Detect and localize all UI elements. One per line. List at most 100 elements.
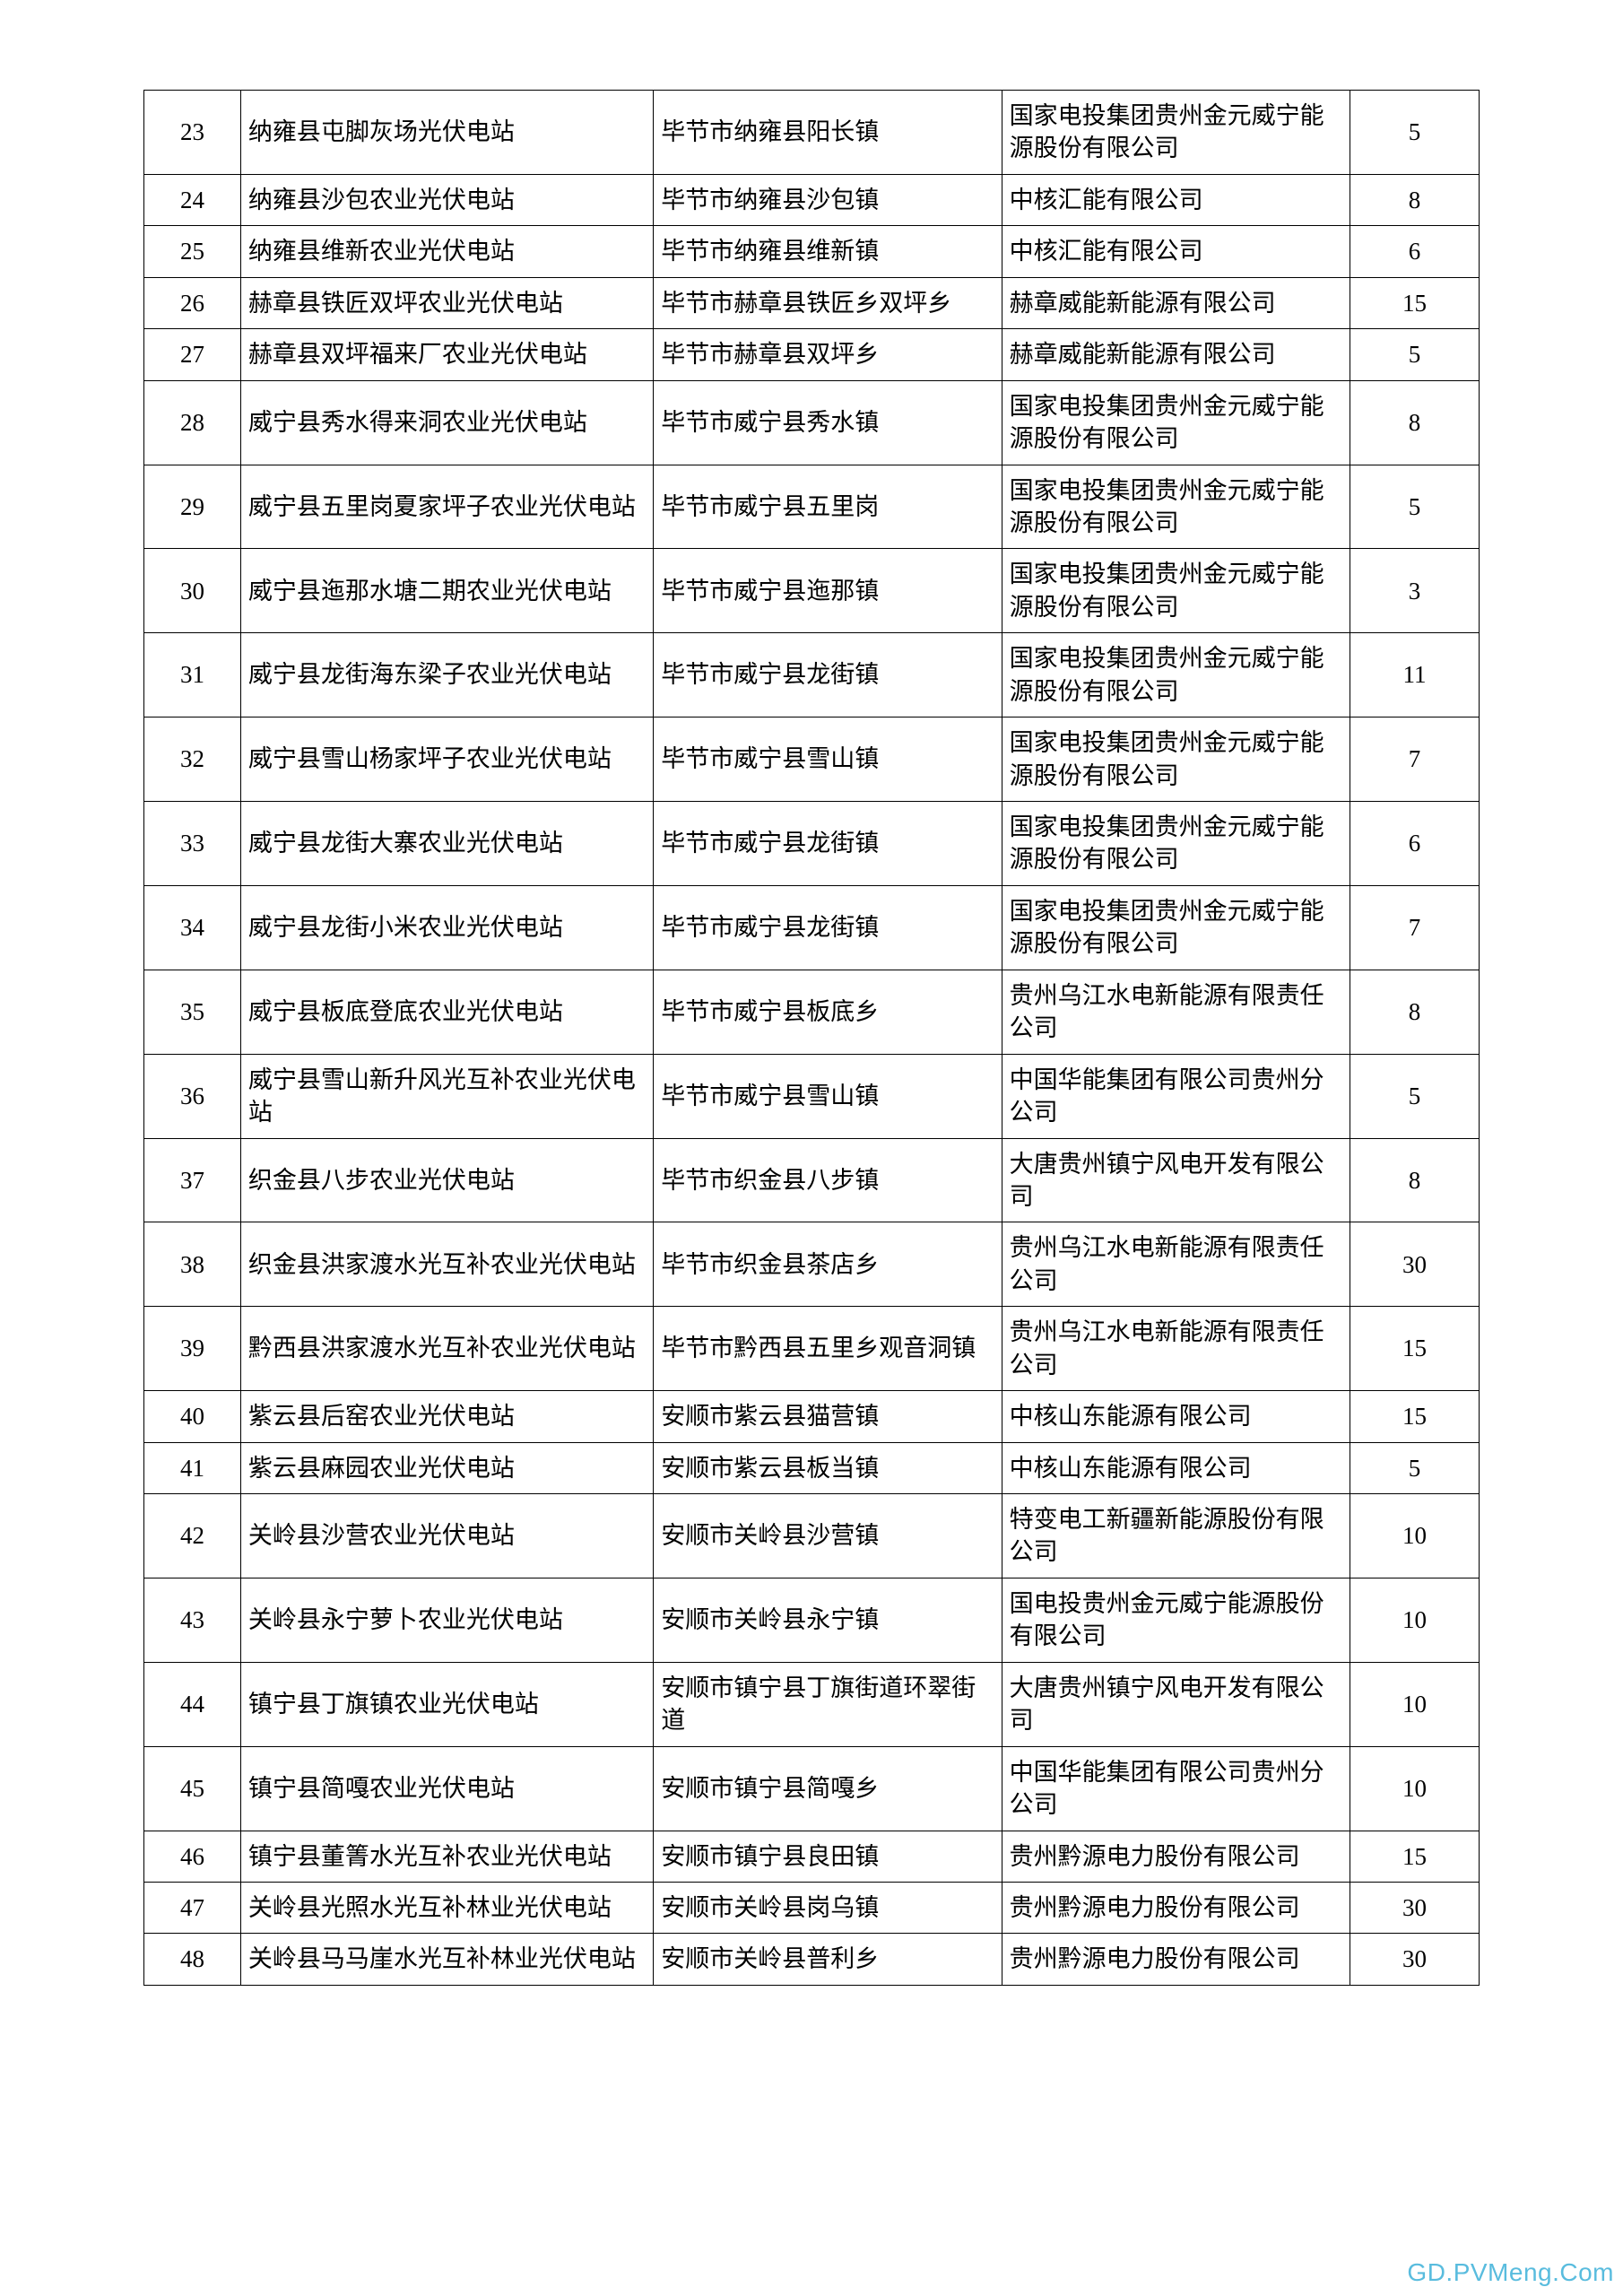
cell-index: 45 xyxy=(144,1746,241,1831)
cell-index: 30 xyxy=(144,549,241,633)
table-row: 42关岭县沙营农业光伏电站安顺市关岭县沙营镇特变电工新疆新能源股份有限公司10 xyxy=(144,1494,1480,1578)
cell-location: 安顺市关岭县永宁镇 xyxy=(654,1578,1002,1662)
cell-owner: 贵州乌江水电新能源有限责任公司 xyxy=(1002,1222,1350,1307)
cell-project-name: 织金县洪家渡水光互补农业光伏电站 xyxy=(240,1222,653,1307)
table-row: 30威宁县迤那水塘二期农业光伏电站毕节市威宁县迤那镇国家电投集团贵州金元威宁能源… xyxy=(144,549,1480,633)
cell-owner: 贵州黔源电力股份有限公司 xyxy=(1002,1831,1350,1882)
cell-location: 毕节市织金县八步镇 xyxy=(654,1138,1002,1222)
table-row: 33威宁县龙街大寨农业光伏电站毕节市威宁县龙街镇国家电投集团贵州金元威宁能源股份… xyxy=(144,802,1480,886)
table-row: 45镇宁县简嘎农业光伏电站安顺市镇宁县简嘎乡中国华能集团有限公司贵州分公司10 xyxy=(144,1746,1480,1831)
cell-project-name: 纳雍县沙包农业光伏电站 xyxy=(240,174,653,225)
cell-project-name: 威宁县龙街海东梁子农业光伏电站 xyxy=(240,633,653,718)
cell-index: 44 xyxy=(144,1662,241,1746)
table-row: 26赫章县铁匠双坪农业光伏电站毕节市赫章县铁匠乡双坪乡赫章威能新能源有限公司15 xyxy=(144,277,1480,328)
cell-index: 27 xyxy=(144,329,241,380)
cell-index: 39 xyxy=(144,1307,241,1391)
cell-project-name: 威宁县迤那水塘二期农业光伏电站 xyxy=(240,549,653,633)
table-row: 43关岭县永宁萝卜农业光伏电站安顺市关岭县永宁镇国电投贵州金元威宁能源股份有限公… xyxy=(144,1578,1480,1662)
cell-capacity: 15 xyxy=(1350,1307,1480,1391)
cell-project-name: 镇宁县丁旗镇农业光伏电站 xyxy=(240,1662,653,1746)
cell-capacity: 10 xyxy=(1350,1662,1480,1746)
cell-location: 毕节市威宁县龙街镇 xyxy=(654,802,1002,886)
cell-project-name: 威宁县秀水得来洞农业光伏电站 xyxy=(240,380,653,465)
cell-location: 安顺市镇宁县丁旗街道环翠街道 xyxy=(654,1662,1002,1746)
cell-project-name: 镇宁县简嘎农业光伏电站 xyxy=(240,1746,653,1831)
cell-capacity: 30 xyxy=(1350,1934,1480,1985)
cell-owner: 大唐贵州镇宁风电开发有限公司 xyxy=(1002,1138,1350,1222)
cell-project-name: 关岭县沙营农业光伏电站 xyxy=(240,1494,653,1578)
table-row: 35威宁县板底登底农业光伏电站毕节市威宁县板底乡贵州乌江水电新能源有限责任公司8 xyxy=(144,970,1480,1054)
cell-project-name: 威宁县雪山杨家坪子农业光伏电站 xyxy=(240,718,653,802)
cell-capacity: 15 xyxy=(1350,1831,1480,1882)
cell-project-name: 威宁县五里岗夏家坪子农业光伏电站 xyxy=(240,465,653,549)
cell-owner: 中核山东能源有限公司 xyxy=(1002,1442,1350,1493)
cell-capacity: 15 xyxy=(1350,1391,1480,1442)
cell-owner: 国家电投集团贵州金元威宁能源股份有限公司 xyxy=(1002,465,1350,549)
table-row: 31威宁县龙街海东梁子农业光伏电站毕节市威宁县龙街镇国家电投集团贵州金元威宁能源… xyxy=(144,633,1480,718)
cell-owner: 国家电投集团贵州金元威宁能源股份有限公司 xyxy=(1002,549,1350,633)
cell-index: 42 xyxy=(144,1494,241,1578)
cell-index: 41 xyxy=(144,1442,241,1493)
table-row: 27赫章县双坪福来厂农业光伏电站毕节市赫章县双坪乡赫章威能新能源有限公司5 xyxy=(144,329,1480,380)
cell-location: 安顺市关岭县沙营镇 xyxy=(654,1494,1002,1578)
cell-owner: 国家电投集团贵州金元威宁能源股份有限公司 xyxy=(1002,885,1350,970)
cell-index: 24 xyxy=(144,174,241,225)
cell-index: 23 xyxy=(144,91,241,175)
table-row: 25纳雍县维新农业光伏电站毕节市纳雍县维新镇中核汇能有限公司6 xyxy=(144,226,1480,277)
cell-capacity: 30 xyxy=(1350,1222,1480,1307)
cell-location: 毕节市威宁县龙街镇 xyxy=(654,633,1002,718)
cell-project-name: 镇宁县董箐水光互补农业光伏电站 xyxy=(240,1831,653,1882)
cell-project-name: 黔西县洪家渡水光互补农业光伏电站 xyxy=(240,1307,653,1391)
cell-capacity: 11 xyxy=(1350,633,1480,718)
table-row: 24纳雍县沙包农业光伏电站毕节市纳雍县沙包镇中核汇能有限公司8 xyxy=(144,174,1480,225)
cell-owner: 中国华能集团有限公司贵州分公司 xyxy=(1002,1746,1350,1831)
cell-project-name: 紫云县麻园农业光伏电站 xyxy=(240,1442,653,1493)
cell-capacity: 5 xyxy=(1350,1054,1480,1138)
cell-index: 40 xyxy=(144,1391,241,1442)
cell-location: 毕节市织金县茶店乡 xyxy=(654,1222,1002,1307)
cell-owner: 国家电投集团贵州金元威宁能源股份有限公司 xyxy=(1002,718,1350,802)
table-row: 39黔西县洪家渡水光互补农业光伏电站毕节市黔西县五里乡观音洞镇贵州乌江水电新能源… xyxy=(144,1307,1480,1391)
projects-table: 23纳雍县屯脚灰场光伏电站毕节市纳雍县阳长镇国家电投集团贵州金元威宁能源股份有限… xyxy=(143,90,1480,1986)
cell-project-name: 关岭县永宁萝卜农业光伏电站 xyxy=(240,1578,653,1662)
cell-owner: 中国华能集团有限公司贵州分公司 xyxy=(1002,1054,1350,1138)
cell-location: 毕节市纳雍县维新镇 xyxy=(654,226,1002,277)
table-row: 32威宁县雪山杨家坪子农业光伏电站毕节市威宁县雪山镇国家电投集团贵州金元威宁能源… xyxy=(144,718,1480,802)
cell-index: 26 xyxy=(144,277,241,328)
cell-capacity: 8 xyxy=(1350,970,1480,1054)
table-body: 23纳雍县屯脚灰场光伏电站毕节市纳雍县阳长镇国家电投集团贵州金元威宁能源股份有限… xyxy=(144,91,1480,1986)
cell-capacity: 6 xyxy=(1350,226,1480,277)
cell-capacity: 8 xyxy=(1350,1138,1480,1222)
cell-location: 毕节市赫章县铁匠乡双坪乡 xyxy=(654,277,1002,328)
cell-project-name: 纳雍县屯脚灰场光伏电站 xyxy=(240,91,653,175)
cell-capacity: 3 xyxy=(1350,549,1480,633)
cell-location: 毕节市威宁县五里岗 xyxy=(654,465,1002,549)
cell-capacity: 5 xyxy=(1350,465,1480,549)
cell-index: 29 xyxy=(144,465,241,549)
cell-index: 47 xyxy=(144,1882,241,1933)
cell-index: 37 xyxy=(144,1138,241,1222)
cell-location: 毕节市纳雍县沙包镇 xyxy=(654,174,1002,225)
cell-capacity: 5 xyxy=(1350,91,1480,175)
table-row: 40紫云县后窑农业光伏电站安顺市紫云县猫营镇中核山东能源有限公司15 xyxy=(144,1391,1480,1442)
cell-capacity: 15 xyxy=(1350,277,1480,328)
table-row: 38织金县洪家渡水光互补农业光伏电站毕节市织金县茶店乡贵州乌江水电新能源有限责任… xyxy=(144,1222,1480,1307)
cell-location: 安顺市紫云县猫营镇 xyxy=(654,1391,1002,1442)
cell-location: 安顺市紫云县板当镇 xyxy=(654,1442,1002,1493)
cell-capacity: 10 xyxy=(1350,1494,1480,1578)
cell-location: 毕节市威宁县迤那镇 xyxy=(654,549,1002,633)
cell-index: 35 xyxy=(144,970,241,1054)
cell-capacity: 5 xyxy=(1350,1442,1480,1493)
cell-owner: 中核山东能源有限公司 xyxy=(1002,1391,1350,1442)
cell-location: 毕节市威宁县龙街镇 xyxy=(654,885,1002,970)
cell-owner: 国家电投集团贵州金元威宁能源股份有限公司 xyxy=(1002,380,1350,465)
cell-index: 38 xyxy=(144,1222,241,1307)
table-row: 48关岭县马马崖水光互补林业光伏电站安顺市关岭县普利乡贵州黔源电力股份有限公司3… xyxy=(144,1934,1480,1985)
table-row: 47关岭县光照水光互补林业光伏电站安顺市关岭县岗乌镇贵州黔源电力股份有限公司30 xyxy=(144,1882,1480,1933)
cell-owner: 赫章威能新能源有限公司 xyxy=(1002,329,1350,380)
cell-capacity: 7 xyxy=(1350,885,1480,970)
table-row: 29威宁县五里岗夏家坪子农业光伏电站毕节市威宁县五里岗国家电投集团贵州金元威宁能… xyxy=(144,465,1480,549)
cell-index: 34 xyxy=(144,885,241,970)
cell-location: 毕节市纳雍县阳长镇 xyxy=(654,91,1002,175)
cell-capacity: 30 xyxy=(1350,1882,1480,1933)
